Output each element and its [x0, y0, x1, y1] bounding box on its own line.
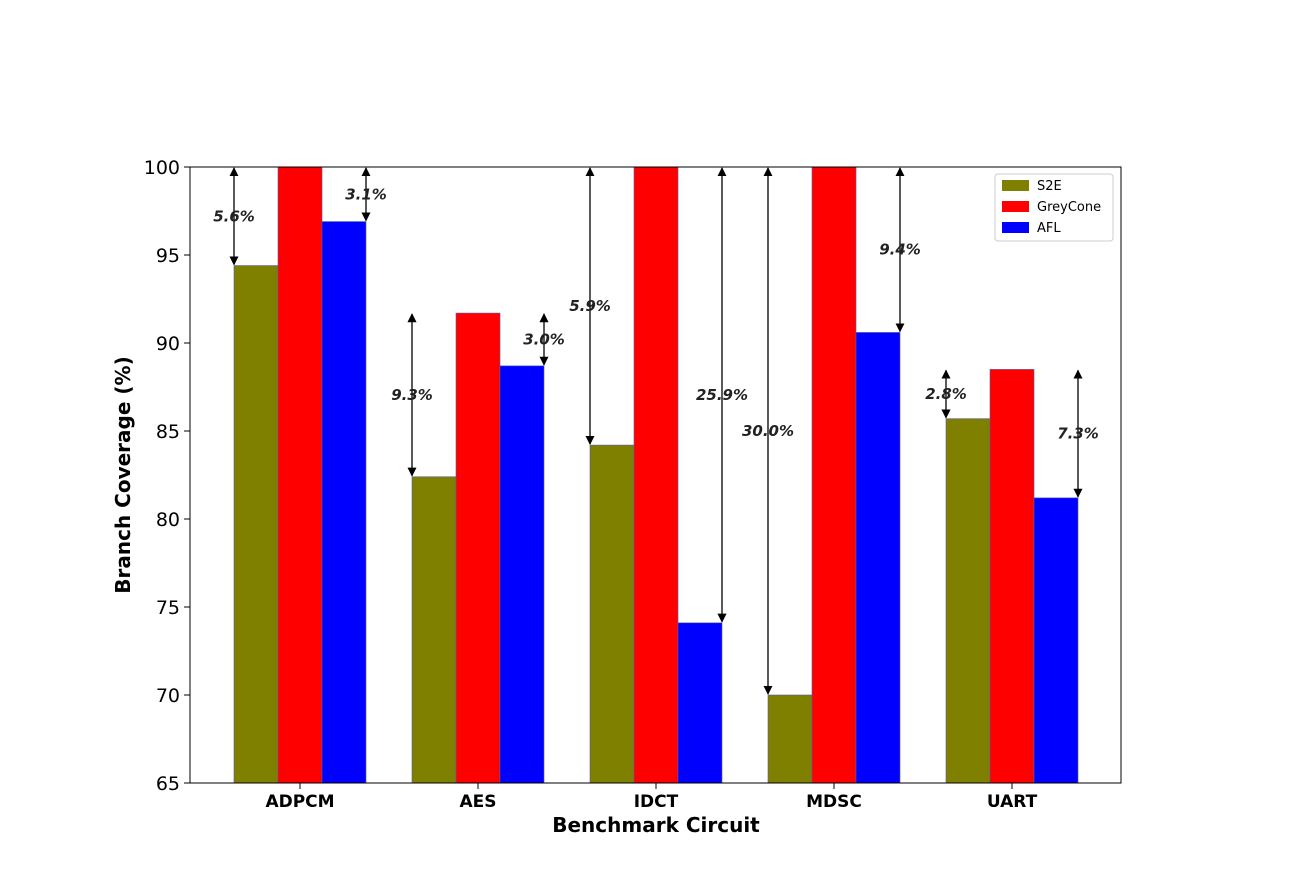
legend-swatch-greycone [1002, 201, 1029, 212]
x-tick-label-mdsc: MDSC [806, 792, 862, 812]
bar-greycone-aes [455, 312, 501, 784]
bar-afl-adpcm [321, 221, 367, 784]
y-axis-title: Branch Coverage (%) [111, 356, 135, 593]
bar-s2e-aes [411, 476, 457, 784]
legend-label-s2e: S2E [1037, 179, 1062, 194]
legend-label-greycone: GreyCone [1037, 200, 1101, 215]
bar-afl-mdsc [855, 332, 901, 784]
x-tick-label-aes: AES [459, 792, 496, 812]
y-tick-label: 90 [156, 333, 180, 355]
gap-label: 7.3% [1057, 425, 1099, 443]
x-axis-title: Benchmark Circuit [552, 813, 760, 837]
bars-group [233, 166, 1079, 784]
bar-afl-uart [1033, 497, 1079, 784]
x-axis: ADPCM AES IDCT MDSC UART [265, 783, 1038, 812]
bar-greycone-adpcm [277, 166, 323, 784]
gap-label: 2.8% [925, 385, 967, 403]
legend-label-afl: AFL [1037, 221, 1061, 236]
y-tick-label: 70 [156, 685, 180, 707]
x-tick-label-uart: UART [987, 792, 1038, 812]
y-tick-label: 75 [156, 597, 180, 619]
y-axis: 65 70 75 80 85 90 95 100 [144, 157, 190, 795]
y-tick-label: 100 [144, 157, 180, 179]
gap-label: 3.0% [523, 330, 565, 348]
bar-greycone-mdsc [811, 166, 857, 784]
bar-afl-aes [499, 365, 545, 784]
gap-label: 5.9% [569, 297, 611, 315]
bar-afl-idct [677, 622, 723, 784]
bar-greycone-uart [989, 369, 1035, 784]
bar-s2e-mdsc [767, 694, 813, 784]
y-tick-label: 80 [156, 509, 180, 531]
legend-swatch-s2e [1002, 180, 1029, 191]
annotations-group: 5.6% 3.1% 9.3% 3.0%5.9% 25.9% 30.0% 9.4% 2.8% 7.… [213, 167, 1099, 695]
bar-s2e-adpcm [233, 265, 279, 784]
legend-swatch-afl [1002, 222, 1029, 233]
y-tick-label: 95 [156, 245, 180, 267]
bar-s2e-uart [945, 418, 991, 784]
y-tick-label: 65 [156, 773, 180, 795]
gap-label: 9.4% [879, 241, 921, 259]
bar-s2e-idct [589, 444, 635, 784]
x-tick-label-adpcm: ADPCM [265, 792, 334, 812]
x-tick-label-idct: IDCT [634, 792, 679, 812]
y-tick-label: 85 [156, 421, 180, 443]
gap-label: 25.9% [696, 386, 748, 404]
gap-label: 9.3% [391, 386, 433, 404]
gap-label: 5.6% [213, 207, 255, 225]
legend: S2E GreyCone AFL [994, 173, 1114, 242]
gap-label: 30.0% [742, 422, 794, 440]
bar-greycone-idct [633, 166, 679, 784]
gap-label: 3.1% [345, 185, 387, 203]
